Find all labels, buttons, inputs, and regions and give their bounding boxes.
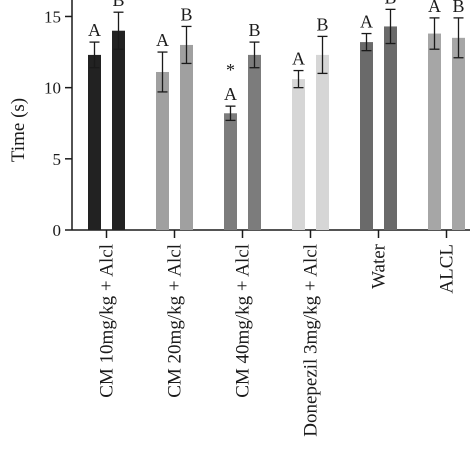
bar xyxy=(452,37,465,230)
bar xyxy=(156,71,169,230)
category-labels: CM 10mg/kg + Alcl CM 20mg/kg + Alcl CM 40m… xyxy=(97,243,458,436)
category-label: Water xyxy=(369,243,390,289)
significance-label: A xyxy=(292,49,305,69)
category-label: Donepezil 3mg/kg + Alcl xyxy=(301,244,322,437)
category-label: CM 10mg/kg + Alcl xyxy=(97,244,118,398)
significance-label: A xyxy=(224,84,237,104)
bar xyxy=(428,33,441,230)
significance-label: B xyxy=(384,0,396,7)
significance-label: B xyxy=(316,14,328,34)
y-axis-label: Time (s) xyxy=(8,98,29,162)
y-tick-label: 0 xyxy=(53,221,62,240)
y-tick-label: 5 xyxy=(53,150,62,169)
category-label: ALCL xyxy=(437,244,458,294)
bar xyxy=(112,30,125,230)
significance-label: B xyxy=(248,20,260,40)
significance-label: A xyxy=(360,12,373,32)
category-label: CM 40mg/kg + Alcl xyxy=(233,244,254,398)
y-axis: 0 5 10 15 xyxy=(44,0,73,240)
significance-label: A xyxy=(428,0,441,16)
significance-label: B xyxy=(180,4,192,24)
category-label: CM 20mg/kg + Alcl xyxy=(165,244,186,398)
significance-label: A xyxy=(88,20,101,40)
y-tick-label: 10 xyxy=(44,79,61,98)
significance-label: A xyxy=(156,30,169,50)
x-axis xyxy=(72,229,470,238)
bar xyxy=(360,42,373,230)
bar xyxy=(248,54,261,230)
significance-asterisk: * xyxy=(226,60,235,80)
bar xyxy=(316,54,329,230)
bar xyxy=(292,79,305,230)
bar xyxy=(180,44,193,230)
significance-label: B xyxy=(112,0,124,10)
bar xyxy=(88,54,101,230)
bar xyxy=(224,113,237,230)
y-tick-label: 15 xyxy=(44,7,61,26)
significance-label: B xyxy=(452,0,464,16)
bar xyxy=(384,26,397,231)
